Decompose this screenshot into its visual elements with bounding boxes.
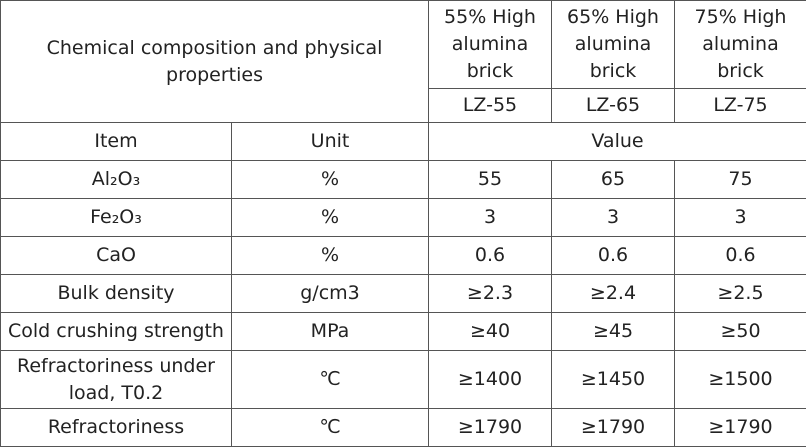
item: Refractoriness <box>0 408 232 447</box>
value: 0.6 <box>674 236 806 275</box>
header-row: Chemical composition and physical proper… <box>0 0 806 123</box>
unit: ℃ <box>231 350 429 409</box>
value: ≥2.4 <box>551 274 675 313</box>
column-header: Item <box>0 122 232 161</box>
data-row: Bulk density g/cm3 ≥2.3 ≥2.4 ≥2.5 <box>0 274 806 313</box>
value: 3 <box>428 198 552 237</box>
item: Refractoriness under load, T0.2 <box>0 350 232 409</box>
product-name: 65% High alumina brick <box>551 0 675 89</box>
item: Cold crushing strength <box>0 312 232 351</box>
unit: MPa <box>231 312 429 351</box>
value: 0.6 <box>428 236 552 275</box>
product-code: LZ-65 <box>551 88 675 123</box>
data-row: Al₂O₃% 55 65 75 <box>0 160 806 199</box>
unit: % <box>231 198 429 237</box>
value: ≥50 <box>674 312 806 351</box>
value: ≥1400 <box>428 350 552 409</box>
column-header: Unit <box>231 122 429 161</box>
unit: g/cm3 <box>231 274 429 313</box>
value: 0.6 <box>551 236 675 275</box>
value: 55 <box>428 160 552 199</box>
value: ≥45 <box>551 312 675 351</box>
column-header-row: Item Unit Value <box>0 122 806 161</box>
data-row: Fe₂O₃% 3 3 3 <box>0 198 806 237</box>
item: Bulk density <box>0 274 232 313</box>
item: Al₂O₃ <box>0 160 232 199</box>
value: 75 <box>674 160 806 199</box>
value: 3 <box>551 198 675 237</box>
value: ≥1450 <box>551 350 675 409</box>
value: ≥2.3 <box>428 274 552 313</box>
value: ≥1500 <box>674 350 806 409</box>
item: CaO <box>0 236 232 275</box>
value: 65 <box>551 160 675 199</box>
unit: % <box>231 160 429 199</box>
value: ≥2.5 <box>674 274 806 313</box>
product-code: LZ-75 <box>674 88 806 123</box>
product-name: 55% High alumina brick <box>428 0 552 89</box>
product-name: 75% High alumina brick <box>674 0 806 89</box>
column-header: Value <box>428 122 806 161</box>
value: ≥40 <box>428 312 552 351</box>
value: ≥1790 <box>428 408 552 447</box>
unit: ℃ <box>231 408 429 447</box>
data-row: CaO% 0.6 0.6 0.6 <box>0 236 806 275</box>
value: ≥1790 <box>674 408 806 447</box>
item: Fe₂O₃ <box>0 198 232 237</box>
value: ≥1790 <box>551 408 675 447</box>
data-row: Cold crushing strength MPa ≥40 ≥45 ≥50 <box>0 312 806 351</box>
product-code: LZ-55 <box>428 88 552 123</box>
header-title: Chemical composition and physical proper… <box>0 0 429 123</box>
unit: % <box>231 236 429 275</box>
value: 3 <box>674 198 806 237</box>
data-row: Refractoriness ℃ ≥1790 ≥1790 ≥1790 <box>0 408 806 447</box>
data-row: Refractoriness under load, T0.2 ℃ ≥1400 ≥14… <box>0 350 806 409</box>
